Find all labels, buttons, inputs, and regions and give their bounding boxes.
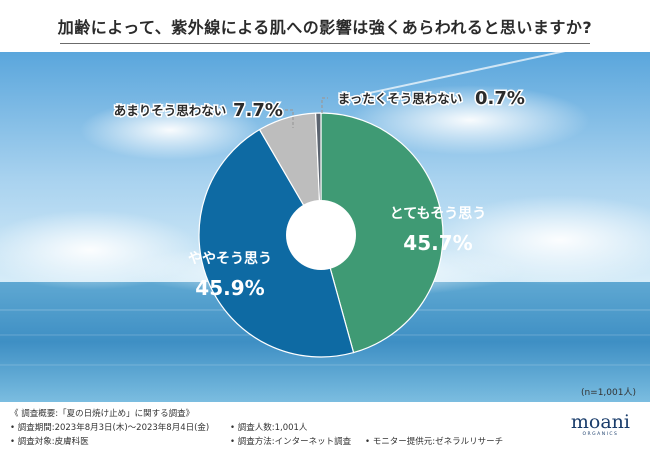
cloud bbox=[80, 100, 260, 160]
donut-slices bbox=[198, 112, 444, 358]
slice-label-4: まったくそう思わない bbox=[338, 91, 463, 106]
survey-heading: 《 調査概要:「夏の日焼け止め」に関する調査》 bbox=[10, 409, 195, 419]
cloud bbox=[350, 85, 590, 155]
slice-value-3: 7.7% bbox=[233, 100, 283, 121]
survey-count: • 調査人数:1,001人 bbox=[230, 423, 308, 433]
slice-label-3: あまりそう思わない bbox=[114, 103, 227, 118]
slice-value-1: 45.7% bbox=[403, 231, 472, 255]
logo-sub: ORGANICS bbox=[582, 432, 619, 437]
logo-name: moani bbox=[570, 411, 630, 433]
monitor-provider: • モニター提供元:ゼネラルリサーチ bbox=[365, 437, 504, 447]
slice-label-2: ややそう思う bbox=[188, 251, 272, 267]
donut-slice-2 bbox=[198, 128, 355, 358]
survey-period: • 調査期間:2023年8月3日(木)〜2023年8月4日(金) bbox=[10, 423, 210, 433]
donut-chart: とてもそう思う 45.7% ややそう思う 45.9% あまりそう思わない 7.7% まったく… bbox=[0, 52, 650, 402]
title-bar: 加齢によって、紫外線による肌への影響は強くあらわれると思いますか? bbox=[0, 0, 650, 52]
slice-value-4: 0.7% bbox=[475, 88, 525, 109]
sample-size: (n=1,001人) bbox=[580, 388, 636, 398]
donut-hole bbox=[286, 200, 356, 270]
survey-method: • 調査方法:インターネット調査 bbox=[230, 437, 352, 447]
slice-label-1: とてもそう思う bbox=[390, 206, 487, 222]
contrail bbox=[359, 52, 566, 96]
leader-line-4 bbox=[321, 97, 328, 113]
slice-value-2: 45.9% bbox=[195, 276, 264, 300]
chart-title: 加齢によって、紫外線による肌への影響は強くあらわれると思いますか? bbox=[57, 18, 593, 37]
chart-area: とてもそう思う 45.7% ややそう思う 45.9% あまりそう思わない 7.7% まったく… bbox=[0, 52, 650, 402]
title-underline bbox=[60, 43, 590, 44]
survey-summary: 《 調査概要:「夏の日焼け止め」に関する調査》 • 調査期間:2023年8月3日… bbox=[0, 402, 650, 450]
donut-slice-1 bbox=[320, 112, 444, 354]
leader-line-3 bbox=[285, 109, 294, 128]
slice-labels: とてもそう思う 45.7% ややそう思う 45.9% あまりそう思わない 7.7% まったく… bbox=[112, 87, 526, 301]
survey-target: • 調査対象:皮膚科医 bbox=[10, 437, 89, 447]
brand-logo: moani ORGANICS bbox=[570, 411, 630, 438]
